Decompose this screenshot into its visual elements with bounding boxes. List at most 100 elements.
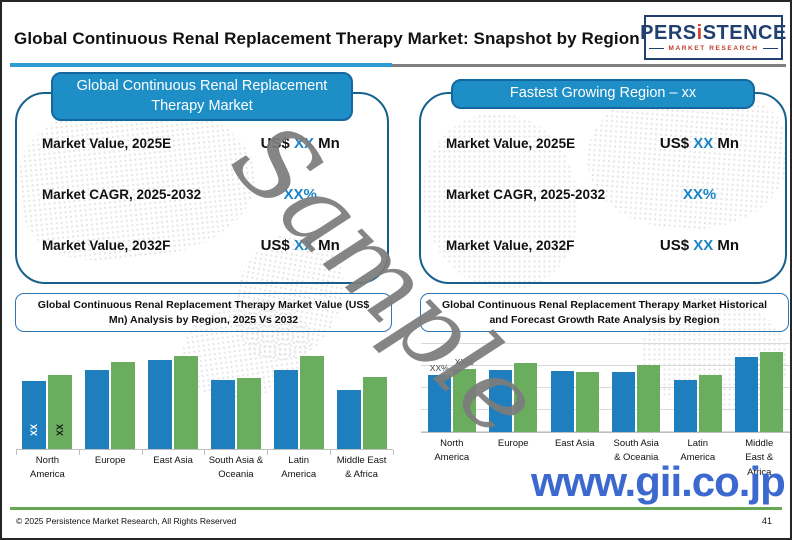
title-divider-gray	[392, 64, 786, 67]
fastest-growing-region-panel: Fastest Growing Region – xx Market Value…	[419, 79, 787, 284]
growth-rate-chart-title: Global Continuous Renal Replacement Ther…	[420, 293, 789, 332]
value-suffix: Mn	[713, 236, 740, 254]
value-highlight: XX%	[283, 185, 317, 203]
bar-series-2: XX%	[452, 357, 476, 432]
global-market-panel: Global Continuous Renal Replacement Ther…	[15, 72, 389, 284]
metric-label: Market Value, 2025E	[42, 135, 172, 151]
bar-series-1	[336, 390, 361, 449]
bar-group	[204, 378, 269, 455]
metric-row: Market Value, 2025E US$ XX Mn	[42, 130, 373, 156]
category-label: East Asia	[554, 438, 595, 449]
bar-series-1	[85, 370, 110, 449]
metric-label: Market Value, 2032F	[446, 237, 575, 253]
logo-text: PERS	[640, 22, 697, 44]
bar-series-2	[299, 356, 324, 449]
bar-value-label: XX	[55, 424, 66, 437]
metric-label: Market CAGR, 2025-2032	[42, 186, 202, 202]
bar-series-2	[698, 375, 722, 432]
logo-wordmark: PERSiSTENCE	[640, 23, 787, 43]
bar-series-1	[735, 357, 759, 432]
bar-series-2	[514, 363, 538, 432]
category-label: North America	[434, 438, 470, 464]
metric-value: US$ XX Mn	[227, 237, 373, 254]
value-suffix: Mn	[313, 134, 340, 152]
chart-category-labels: North America Europe East Asia South Asia &…	[16, 450, 393, 483]
value-highlight: XX	[693, 134, 714, 152]
persistence-market-research-logo: PERSiSTENCE MARKET RESEARCH	[640, 15, 786, 60]
metric-label: Market Value, 2032F	[42, 237, 171, 253]
bar-group	[667, 375, 729, 432]
metric-value: XX%	[227, 186, 373, 203]
metric-row: Market Value, 2032F US$ XX Mn	[42, 232, 373, 258]
category-label: South Asia & Oceania	[613, 438, 659, 464]
market-value-by-region-chart: XX XX North America Europe East Asia South A…	[16, 334, 394, 483]
bar-series-2: XX	[48, 375, 73, 449]
value-prefix: US$	[260, 236, 294, 254]
bar-group	[330, 377, 394, 455]
value-suffix: Mn	[713, 134, 740, 152]
logo-tagline-text: MARKET RESEARCH	[668, 45, 759, 52]
value-highlight: XX%	[682, 185, 717, 203]
bar-group	[483, 363, 545, 432]
bar-series-1	[489, 370, 513, 432]
market-value-chart-title: Global Continuous Renal Replacement Ther…	[15, 293, 392, 332]
category-label: Latin America	[281, 455, 317, 481]
logo-dash	[649, 48, 665, 49]
category-label: Middle East & Africa	[336, 455, 387, 481]
bar-series-2	[236, 378, 261, 449]
bar-series-1	[673, 380, 697, 432]
category-label: North America	[29, 455, 65, 481]
panel-header: Fastest Growing Region – xx	[451, 79, 755, 109]
bar-group: XX% XX%	[421, 357, 483, 432]
gii-site-watermark: www.gii.co.jp	[531, 458, 786, 505]
logo-text: STENCE	[702, 22, 787, 44]
bar-series-2	[760, 352, 784, 432]
bar-group	[606, 365, 668, 432]
bar-series-1	[550, 371, 574, 432]
metric-row: Market Value, 2025E US$ XX Mn	[446, 130, 771, 156]
value-suffix: Mn	[313, 236, 340, 254]
value-highlight: XX	[293, 134, 314, 152]
metric-value: US$ XX Mn	[628, 237, 771, 254]
page-number: 41	[761, 516, 772, 526]
logo-tagline: MARKET RESEARCH	[649, 45, 778, 52]
bar-group	[142, 356, 206, 455]
value-prefix: US$	[260, 134, 294, 152]
copyright-text: © 2025 Persistence Market Research, All …	[16, 516, 237, 526]
page-title: Global Continuous Renal Replacement Ther…	[14, 29, 640, 48]
growth-rate-by-region-chart: XX% XX% North America Europe East Asia South…	[421, 339, 790, 480]
bar-series-1	[273, 370, 298, 449]
bar-value-label: XX	[29, 424, 40, 437]
panel-header: Global Continuous Renal Replacement Ther…	[51, 72, 353, 122]
bar-group	[729, 352, 791, 432]
value-prefix: US$	[659, 236, 694, 254]
bar-series-2	[174, 356, 199, 449]
bar-series-1	[148, 360, 173, 449]
chart-plot: XX% XX%	[421, 339, 790, 433]
chart-plot: XX XX	[16, 334, 394, 455]
category-label: South Asia & Oceania	[208, 455, 264, 481]
bar-series-2	[362, 377, 387, 449]
metric-value: US$ XX Mn	[227, 135, 373, 152]
category-label: Middle East & Africa	[745, 438, 774, 478]
bar-value-label: XX%	[429, 363, 449, 373]
footer-divider	[10, 507, 782, 510]
category-label: Europe	[94, 455, 126, 466]
bar-series-1	[210, 380, 235, 449]
metric-value: XX%	[628, 186, 771, 203]
category-label: Latin America	[680, 438, 716, 464]
metric-label: Market Value, 2025E	[446, 135, 576, 151]
metric-row: Market CAGR, 2025-2032 XX%	[42, 181, 373, 207]
bar-series-2	[637, 365, 661, 432]
bar-series-2	[575, 372, 599, 432]
bar-series-1: XX	[22, 381, 47, 449]
bar-series-1	[612, 372, 636, 432]
category-label: Europe	[497, 438, 529, 449]
metric-value: US$ XX Mn	[628, 135, 771, 152]
bar-group	[544, 371, 606, 432]
metric-row: Market Value, 2032F US$ XX Mn	[446, 232, 771, 258]
logo-dash	[762, 48, 778, 49]
title-divider-blue	[10, 63, 392, 67]
metric-row: Market CAGR, 2025-2032 XX%	[446, 181, 771, 207]
